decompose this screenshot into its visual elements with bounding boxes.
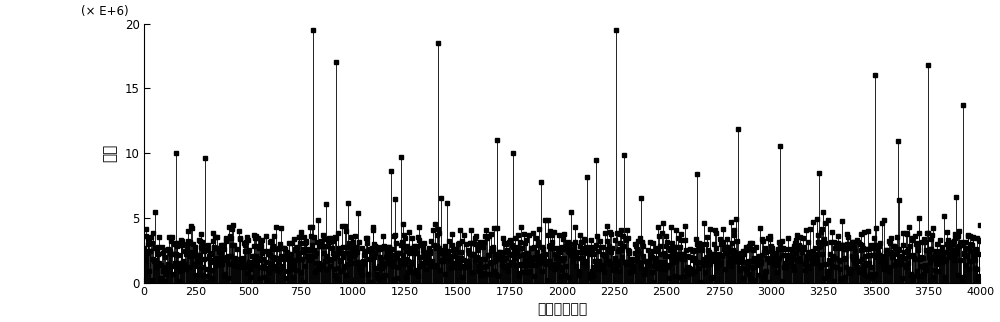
Text: (× E+6): (× E+6) (81, 5, 129, 18)
Y-axis label: 强度: 强度 (103, 144, 118, 162)
X-axis label: 时间（毫秒）: 时间（毫秒） (537, 302, 587, 317)
